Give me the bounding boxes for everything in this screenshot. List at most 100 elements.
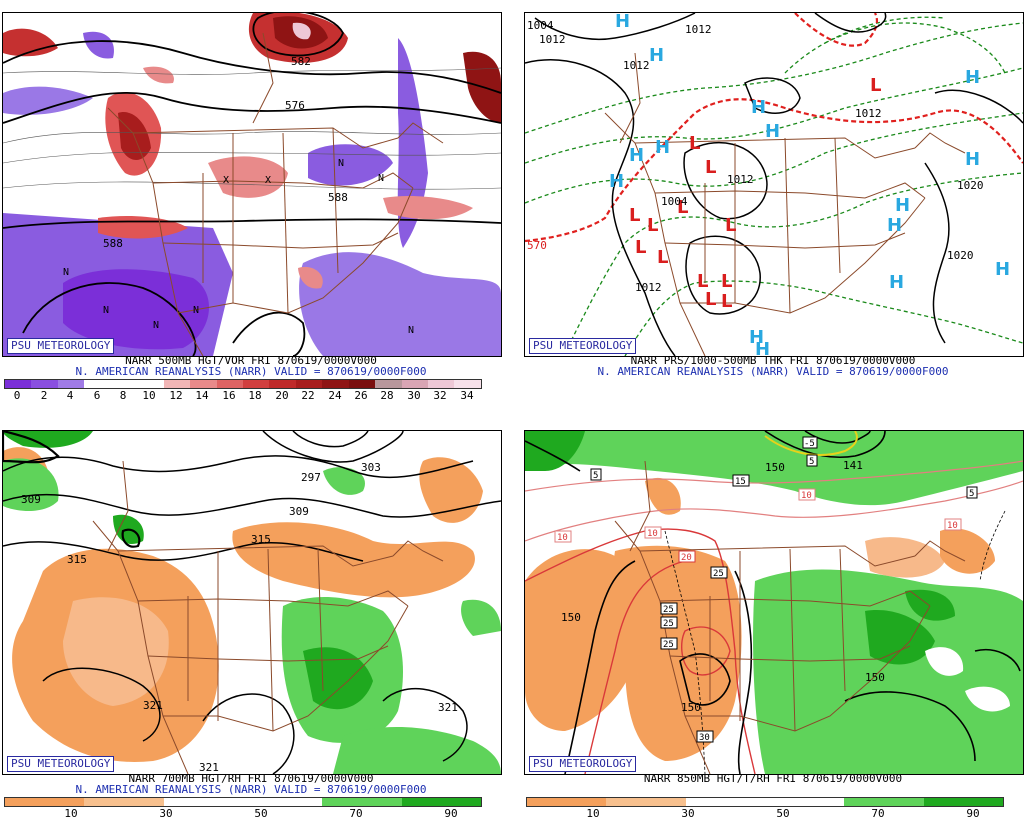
height-label: 141	[843, 459, 863, 472]
colorbar-segment	[454, 380, 481, 388]
high-pressure-symbol: H	[889, 272, 904, 293]
psu-meteorology-badge: PSU METEOROLOGY	[7, 756, 115, 772]
colorbar-tick-label: 18	[248, 389, 262, 402]
colorbar-tick-label: 10	[64, 807, 78, 820]
high-pressure-symbol: H	[755, 339, 770, 356]
colorbar-tick-label: 8	[119, 389, 127, 402]
contour-label: 582	[291, 55, 311, 68]
isobar-label: 1012	[727, 173, 754, 186]
high-pressure-symbol: H	[615, 13, 630, 32]
temp-label: 15	[735, 477, 746, 487]
negative-vorticity-area	[299, 252, 501, 356]
temp-label-box: -5	[802, 436, 818, 449]
panel-850mb-temp-rh: 150 150 150 150 141 5 5 -5 5 10 10 10 10…	[522, 418, 1024, 822]
temp-label: 10	[557, 533, 568, 543]
high-pressure-symbol: H	[751, 97, 766, 118]
moist-area	[3, 431, 93, 448]
temp-label: 20	[681, 553, 692, 563]
map-subtitle: N. AMERICAN REANALYSIS (NARR) VALID = 87…	[75, 365, 427, 378]
map-850mb-temp-rh: 150 150 150 150 141 5 5 -5 5 10 10 10 10…	[524, 430, 1024, 775]
dry-area	[865, 537, 945, 578]
colorbar-segment	[923, 798, 1003, 806]
moist-area	[461, 599, 501, 636]
contour-label: 321	[199, 761, 219, 774]
colorbar-segment	[606, 798, 686, 806]
high-pressure-symbol: H	[609, 171, 624, 192]
colorbar-segment	[269, 380, 296, 388]
colorbar-segment	[31, 380, 58, 388]
temp-label-box: 10	[554, 530, 572, 543]
low-pressure-symbol: L	[697, 271, 708, 292]
low-pressure-symbol: L	[635, 237, 646, 258]
vorticity-min-symbol: N	[338, 158, 344, 169]
panel-700mb-rh: 309 309 315 315 321 321 321 303 297 PSU …	[0, 418, 502, 822]
temp-label: 30	[699, 733, 710, 743]
low-pressure-symbol: L	[725, 215, 736, 236]
psu-meteorology-badge: PSU METEOROLOGY	[529, 338, 637, 354]
white-gap	[925, 647, 964, 676]
temp-label: -5	[804, 439, 815, 449]
high-pressure-symbol: H	[995, 259, 1010, 280]
isobar-label: 1020	[947, 249, 974, 262]
map-500mb-vorticity: 576 588 582 588 N N N N N N N X X PSU ME…	[2, 12, 502, 357]
temp-label-box: 25	[710, 566, 728, 579]
low-pressure-symbol: L	[721, 271, 732, 292]
high-pressure-symbol: H	[629, 145, 644, 166]
colorbar-ticks: 10 30 50 70 90	[4, 807, 480, 820]
map-title: NARR PRS/1000-500MB THK FRI 870619/0000V…	[630, 354, 916, 367]
high-pressure-symbol: H	[895, 195, 910, 216]
colorbar-segment	[110, 380, 138, 388]
colorbar	[4, 797, 482, 807]
vorticity-min-symbol: N	[153, 320, 159, 331]
colorbar-tick-label: 10	[142, 389, 156, 402]
colorbar-tick-label: 30	[159, 807, 173, 820]
colorbar-segment	[527, 798, 607, 806]
colorbar-segment	[216, 380, 243, 388]
temp-label: 5	[593, 471, 598, 481]
temp-label: 5	[969, 489, 974, 499]
map-title: NARR 700MB HGT/RH FRI 870619/0000V000	[128, 772, 374, 785]
colorbar-segment	[844, 798, 924, 806]
isobar-label: 1012	[623, 59, 650, 72]
contour-label: 588	[103, 237, 123, 250]
colorbar-tick-label: 0	[13, 389, 21, 402]
vorticity-min-symbol: N	[63, 267, 69, 278]
colorbar-tick-label: 2	[40, 389, 48, 402]
moist-area	[303, 647, 373, 710]
negative-vorticity-area	[83, 31, 114, 59]
colorbar-segment	[428, 380, 455, 388]
contour-label: 297	[301, 471, 321, 484]
contour-label: 321	[438, 701, 458, 714]
contour-label: 321	[143, 699, 163, 712]
contour-label: 309	[21, 493, 41, 506]
colorbar-segment	[5, 798, 85, 806]
high-pressure-symbol: H	[655, 137, 670, 158]
temp-label-box: 10	[798, 488, 816, 501]
colorbar-segment	[348, 380, 376, 388]
low-pressure-symbol: L	[629, 205, 640, 226]
positive-vorticity-area	[383, 196, 473, 220]
colorbar	[4, 379, 482, 389]
temp-label: 5	[809, 457, 814, 467]
low-pressure-symbol: L	[677, 197, 688, 218]
positive-vorticity-area	[208, 156, 288, 198]
colorbar-segment	[163, 380, 191, 388]
colorbar-tick-label: 34	[460, 389, 474, 402]
height-label: 150	[865, 671, 885, 684]
colorbar-segment	[375, 380, 402, 388]
low-pressure-symbol: L	[721, 291, 732, 312]
vorticity-max-symbol: X	[265, 175, 271, 186]
moist-area	[525, 431, 1023, 506]
colorbar-segment	[57, 380, 85, 388]
height-label: 150	[765, 461, 785, 474]
isobar-label: 1012	[855, 107, 882, 120]
positive-vorticity-max	[292, 22, 311, 40]
colorbar-segment	[401, 798, 481, 806]
colorbar-segment	[190, 380, 217, 388]
white-gap	[965, 686, 1010, 712]
height-label: 150	[561, 611, 581, 624]
psu-meteorology-badge: PSU METEOROLOGY	[529, 756, 637, 772]
map-mslp-thickness: H H H H H H H H H H H H H H H L L L L L	[524, 12, 1024, 357]
isobar-label: 1004	[661, 195, 688, 208]
temp-label: 10	[801, 491, 812, 501]
